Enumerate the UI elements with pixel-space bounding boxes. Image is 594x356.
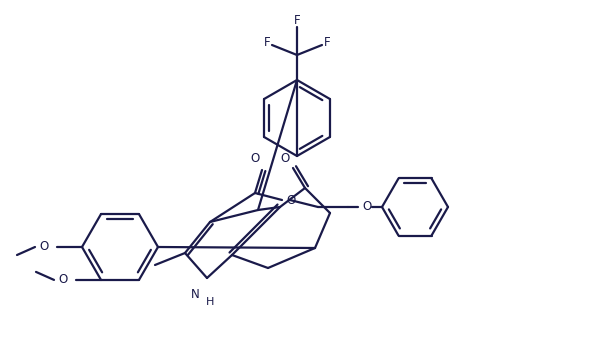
Text: O: O — [286, 194, 296, 206]
Text: O: O — [39, 241, 49, 253]
Text: O: O — [362, 200, 372, 214]
Text: H: H — [206, 297, 214, 307]
Text: F: F — [293, 14, 301, 26]
Text: O: O — [251, 152, 260, 164]
Text: N: N — [191, 288, 200, 302]
Text: F: F — [264, 36, 270, 48]
Text: O: O — [58, 273, 68, 287]
Text: O: O — [280, 152, 290, 164]
Text: F: F — [324, 36, 330, 48]
